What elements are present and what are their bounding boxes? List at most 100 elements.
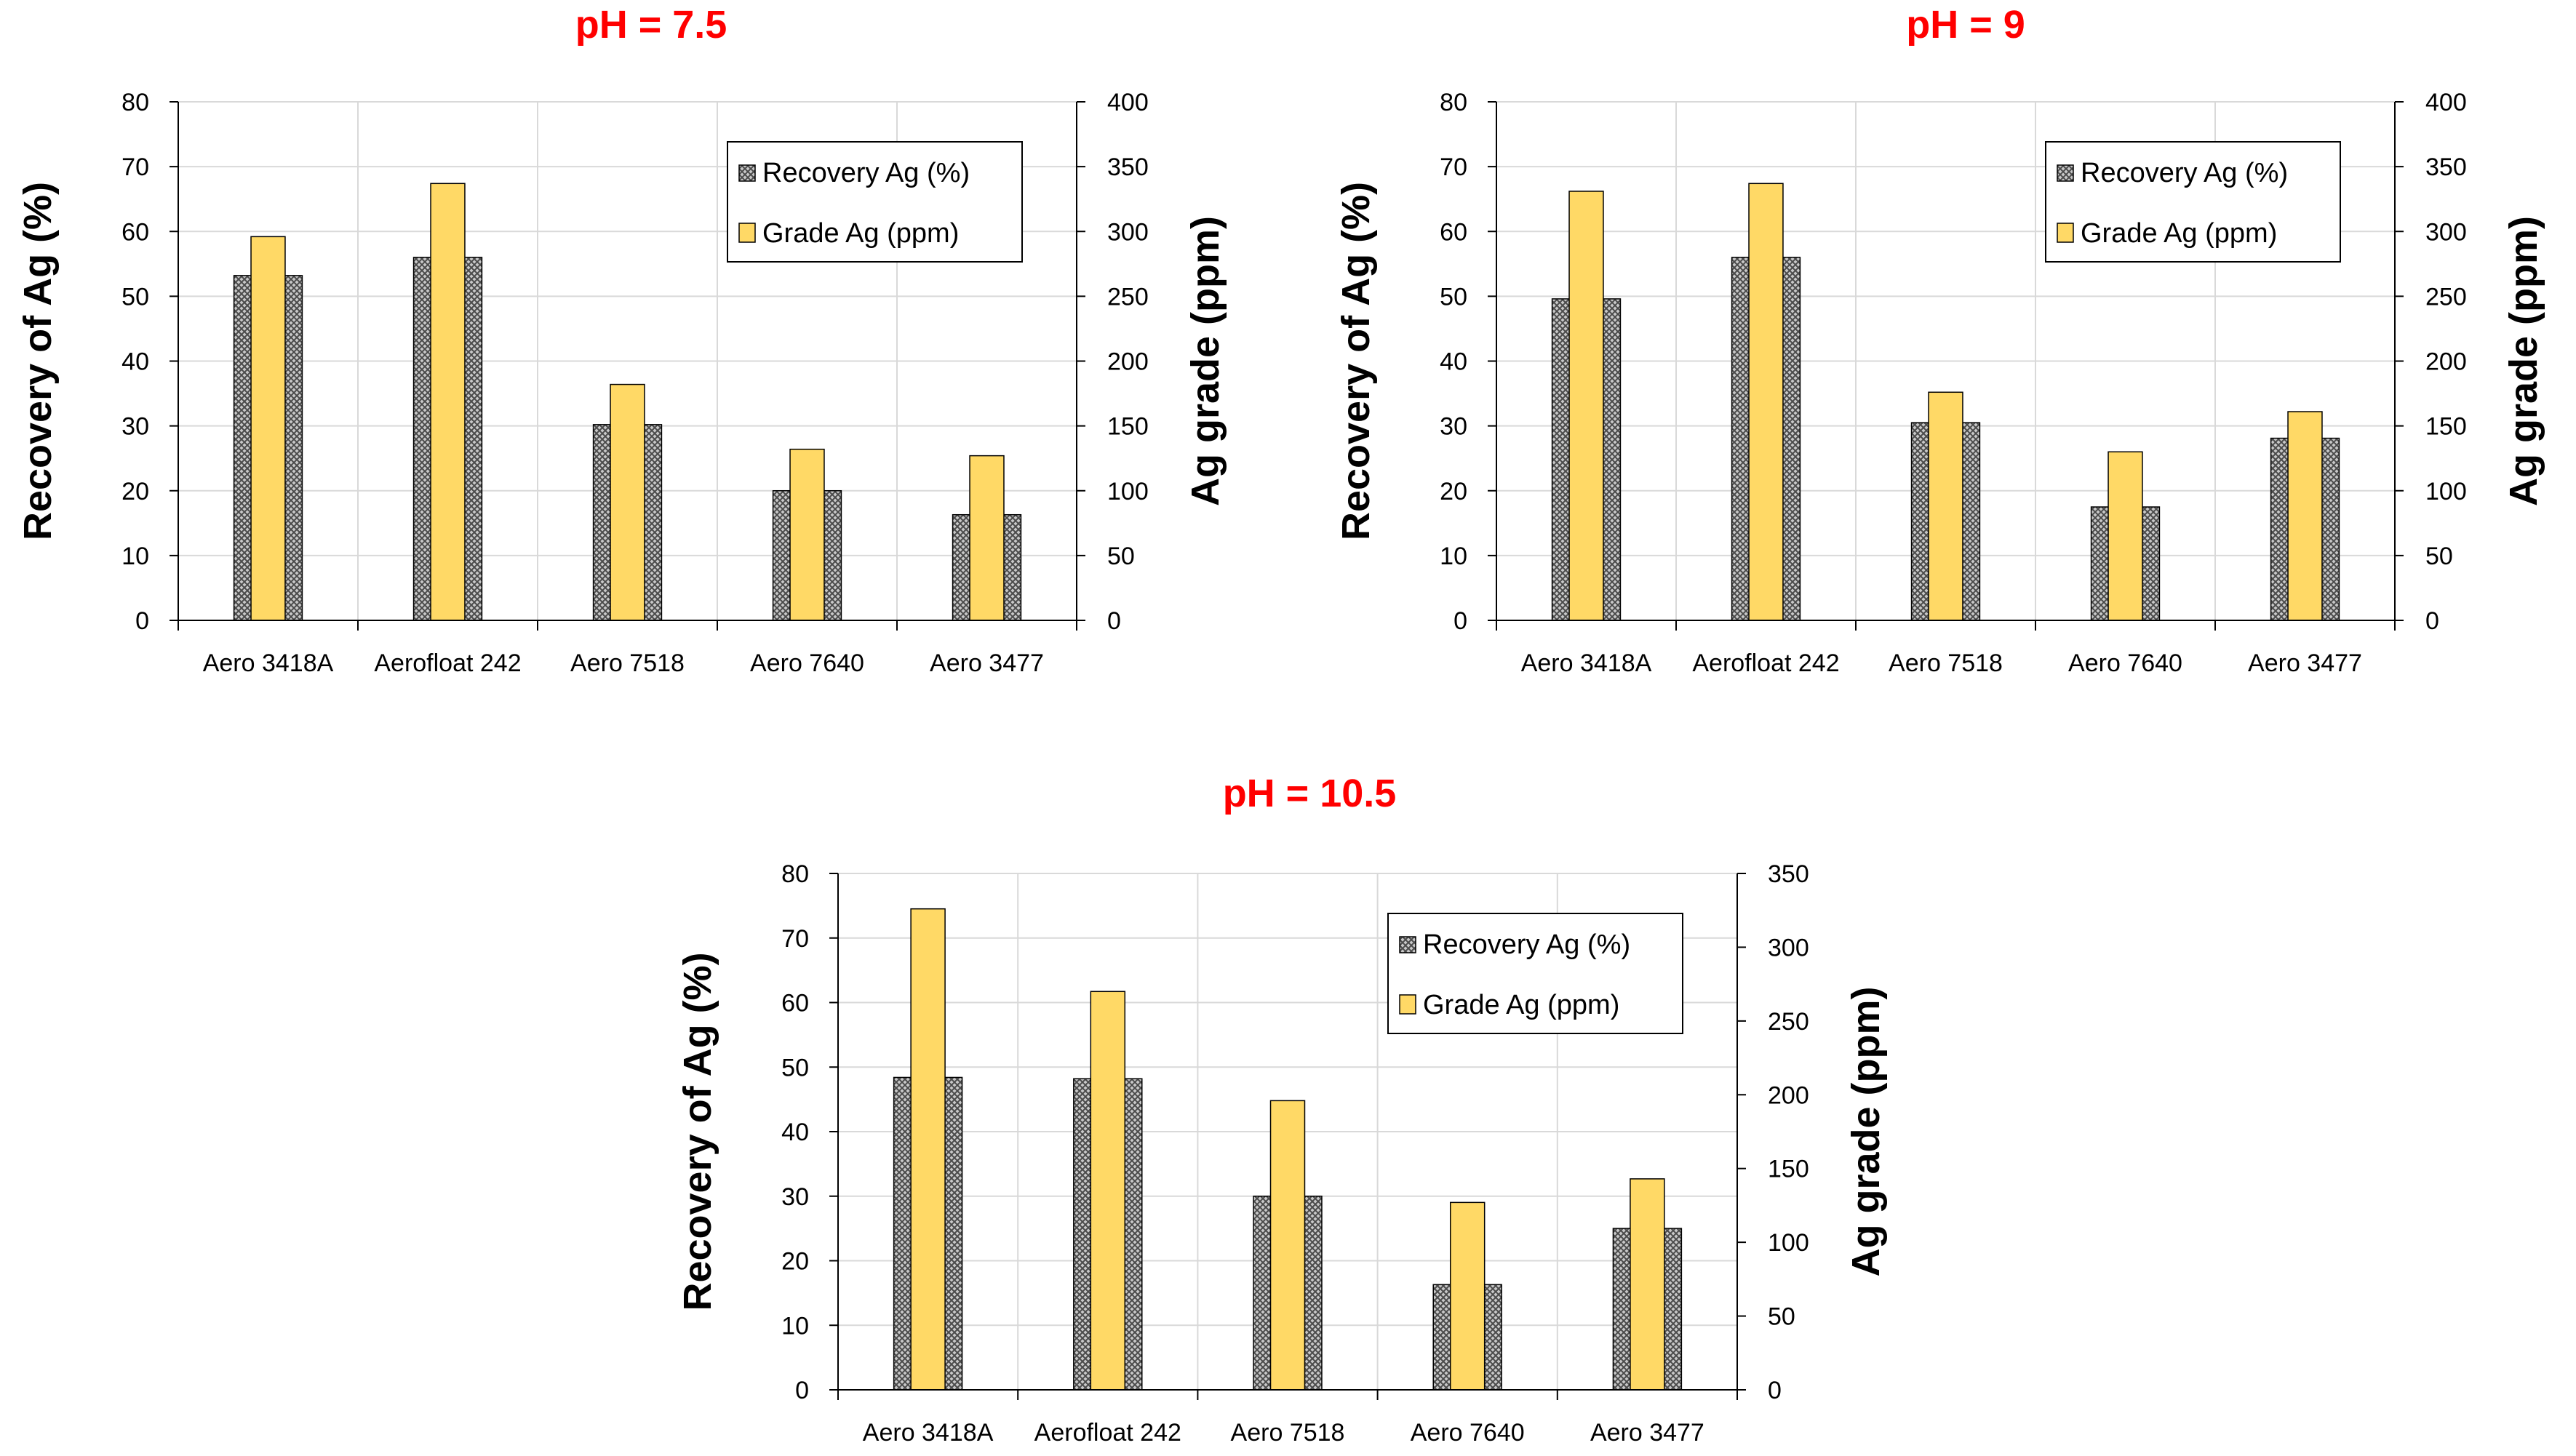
y-tick-label-right: 200 bbox=[1107, 348, 1149, 376]
y-tick-label-right: 250 bbox=[1768, 1008, 1809, 1036]
y-axis-label-right: Ag grade (ppm) bbox=[2502, 216, 2545, 506]
bar-grade bbox=[2108, 451, 2143, 621]
y-tick-label-right: 50 bbox=[1107, 543, 1135, 570]
legend: Recovery Ag (%) Grade Ag (ppm) bbox=[1387, 913, 1683, 1034]
y-axis-label-left: Recovery of Ag (%) bbox=[1334, 182, 1378, 540]
chart-title: pH = 9 bbox=[1906, 3, 2025, 47]
y-tick-label-right: 250 bbox=[2425, 283, 2467, 311]
legend-swatch-grade bbox=[1399, 994, 1416, 1015]
y-tick-label-right: 250 bbox=[1107, 283, 1149, 311]
y-tick-label-right: 150 bbox=[2425, 413, 2467, 441]
bar-grade bbox=[969, 455, 1005, 621]
legend-label-grade: Grade Ag (ppm) bbox=[2081, 218, 2277, 249]
legend-swatch-grade bbox=[738, 223, 756, 243]
x-tick-label: Aero 3477 bbox=[930, 649, 1044, 677]
y-axis-label-right: Ag grade (ppm) bbox=[1184, 216, 1227, 506]
x-tick-label: Aero 7640 bbox=[1411, 1419, 1525, 1447]
y-tick-label-right: 100 bbox=[1107, 478, 1149, 505]
legend-label-recovery: Recovery Ag (%) bbox=[1423, 929, 1630, 960]
bar-grade bbox=[1269, 1100, 1306, 1391]
y-tick-label-left: 40 bbox=[1440, 348, 1467, 376]
y-tick-label-left: 80 bbox=[781, 860, 809, 888]
chart-3: pH = 10.5 Aero 3418A Aerofloat 242 Aero 751… bbox=[676, 772, 1888, 1447]
y-tick-label-left: 30 bbox=[1440, 413, 1467, 441]
bar-grade bbox=[910, 908, 946, 1391]
y-tick-label-right: 300 bbox=[1768, 934, 1809, 961]
y-tick-label-left: 30 bbox=[121, 413, 149, 441]
bar-grade bbox=[1748, 183, 1784, 621]
bar-grade bbox=[250, 236, 286, 621]
legend-swatch-recovery bbox=[2057, 164, 2074, 182]
legend: Recovery Ag (%) Grade Ag (ppm) bbox=[727, 141, 1023, 263]
y-tick-label-left: 50 bbox=[781, 1054, 809, 1081]
x-tick-label: Aerofloat 242 bbox=[374, 649, 521, 677]
y-tick-label-left: 70 bbox=[1440, 153, 1467, 181]
y-tick-label-left: 80 bbox=[121, 89, 149, 116]
y-tick-label-left: 20 bbox=[121, 478, 149, 505]
x-tick-label: Aero 3477 bbox=[2248, 649, 2362, 677]
y-tick-label-left: 10 bbox=[781, 1312, 809, 1340]
chart-title: pH = 7.5 bbox=[575, 3, 727, 47]
bar-grade bbox=[1630, 1178, 1665, 1391]
y-tick-label-left: 10 bbox=[1440, 543, 1467, 570]
y-tick-label-left: 40 bbox=[121, 348, 149, 376]
y-tick-label-left: 20 bbox=[781, 1248, 809, 1276]
legend-label-recovery: Recovery Ag (%) bbox=[762, 158, 970, 188]
x-tick-label: Aero 7518 bbox=[570, 649, 685, 677]
y-tick-label-right: 150 bbox=[1768, 1156, 1809, 1183]
chart-1: pH = 7.5 Aero 3418A Aerofloat 242 Aero 7518… bbox=[16, 3, 1227, 677]
bar-grade bbox=[1449, 1201, 1486, 1391]
y-tick-label-left: 60 bbox=[781, 990, 809, 1017]
y-tick-label-right: 200 bbox=[1768, 1081, 1809, 1109]
y-tick-label-left: 30 bbox=[781, 1183, 809, 1211]
x-tick-label: Aero 3418A bbox=[863, 1419, 994, 1447]
y-tick-label-right: 350 bbox=[2425, 153, 2467, 181]
y-tick-label-right: 100 bbox=[2425, 478, 2467, 505]
bar-grade bbox=[2287, 411, 2323, 621]
legend-label-recovery: Recovery Ag (%) bbox=[2081, 158, 2288, 188]
y-tick-label-right: 350 bbox=[1768, 860, 1809, 888]
legend-box bbox=[2045, 141, 2341, 263]
x-tick-label: Aerofloat 242 bbox=[1692, 649, 1839, 677]
bar-grade bbox=[1568, 191, 1604, 621]
y-axis-label-left: Recovery of Ag (%) bbox=[16, 182, 60, 540]
y-axis-label-left: Recovery of Ag (%) bbox=[676, 952, 719, 1311]
chart-2: pH = 9 Aero 3418A Aerofloat 242 Aero 7518 Ae… bbox=[1334, 3, 2545, 677]
y-tick-label-left: 70 bbox=[781, 925, 809, 953]
y-tick-label-left: 70 bbox=[121, 153, 149, 181]
x-tick-label: Aero 7518 bbox=[1231, 1419, 1345, 1447]
y-tick-label-right: 400 bbox=[1107, 89, 1149, 116]
y-tick-label-left: 0 bbox=[1454, 607, 1467, 635]
y-tick-label-right: 150 bbox=[1107, 413, 1149, 441]
bar-grade bbox=[1090, 991, 1126, 1391]
y-tick-label-left: 60 bbox=[121, 218, 149, 246]
y-tick-label-right: 0 bbox=[1768, 1377, 1782, 1404]
legend-box bbox=[1387, 913, 1683, 1034]
y-tick-label-right: 300 bbox=[1107, 218, 1149, 246]
chart-title: pH = 10.5 bbox=[1223, 772, 1397, 815]
y-tick-label-left: 0 bbox=[795, 1377, 809, 1404]
y-tick-label-left: 0 bbox=[135, 607, 149, 635]
bar-grade bbox=[430, 183, 466, 621]
bar-grade bbox=[789, 448, 825, 621]
y-tick-label-right: 100 bbox=[1768, 1229, 1809, 1257]
x-tick-label: Aero 3418A bbox=[203, 649, 334, 677]
bar-grade bbox=[610, 383, 645, 621]
legend-box bbox=[727, 141, 1023, 263]
legend-label-grade: Grade Ag (ppm) bbox=[762, 218, 959, 249]
y-tick-label-right: 50 bbox=[2425, 543, 2453, 570]
y-tick-label-right: 0 bbox=[2425, 607, 2439, 635]
y-tick-label-left: 40 bbox=[781, 1119, 809, 1146]
y-tick-label-left: 80 bbox=[1440, 89, 1467, 116]
y-tick-label-left: 50 bbox=[1440, 283, 1467, 311]
legend-label-grade: Grade Ag (ppm) bbox=[1423, 990, 1619, 1020]
y-tick-label-right: 350 bbox=[1107, 153, 1149, 181]
y-tick-label-left: 50 bbox=[121, 283, 149, 311]
x-tick-label: Aerofloat 242 bbox=[1034, 1419, 1181, 1447]
y-axis-label-right: Ag grade (ppm) bbox=[1844, 987, 1888, 1277]
y-tick-label-left: 10 bbox=[121, 543, 149, 570]
y-tick-label-right: 300 bbox=[2425, 218, 2467, 246]
x-tick-label: Aero 7640 bbox=[2068, 649, 2182, 677]
y-tick-label-right: 50 bbox=[1768, 1303, 1795, 1331]
